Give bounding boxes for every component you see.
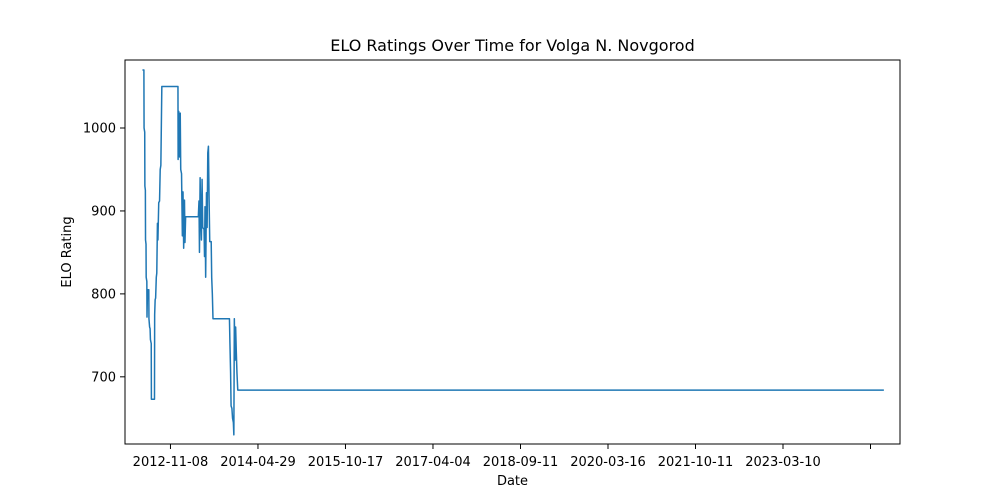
x-tick-label: 2012-11-08 bbox=[133, 455, 209, 470]
y-tick-label: 1000 bbox=[83, 122, 116, 137]
series-layer bbox=[142, 69, 884, 436]
x-tick-label: 2021-10-11 bbox=[658, 455, 734, 470]
y-tick-label: 900 bbox=[91, 204, 116, 219]
chart-title: ELO Ratings Over Time for Volga N. Novgo… bbox=[330, 36, 695, 55]
x-axis: 2012-11-08 2014-04-29 2015-10-17 2017-04-04… bbox=[133, 444, 872, 470]
x-tick-label: 2018-09-11 bbox=[483, 455, 559, 470]
x-tick-label: 2015-10-17 bbox=[308, 455, 384, 470]
plot-area-frame bbox=[124, 59, 901, 445]
y-tick-label: 700 bbox=[91, 370, 116, 385]
y-axis-title: ELO Rating bbox=[60, 216, 75, 287]
y-tick-label: 800 bbox=[91, 287, 116, 302]
series-line-0 bbox=[142, 69, 884, 436]
x-tick-label: 2023-03-10 bbox=[745, 455, 821, 470]
x-tick-label: 2014-04-29 bbox=[220, 455, 296, 470]
x-tick-label: 2020-03-16 bbox=[570, 455, 646, 470]
y-axis: 700 800 900 1000 bbox=[83, 122, 125, 385]
x-tick-label: 2017-04-04 bbox=[395, 455, 471, 470]
x-axis-title: Date bbox=[497, 474, 528, 489]
